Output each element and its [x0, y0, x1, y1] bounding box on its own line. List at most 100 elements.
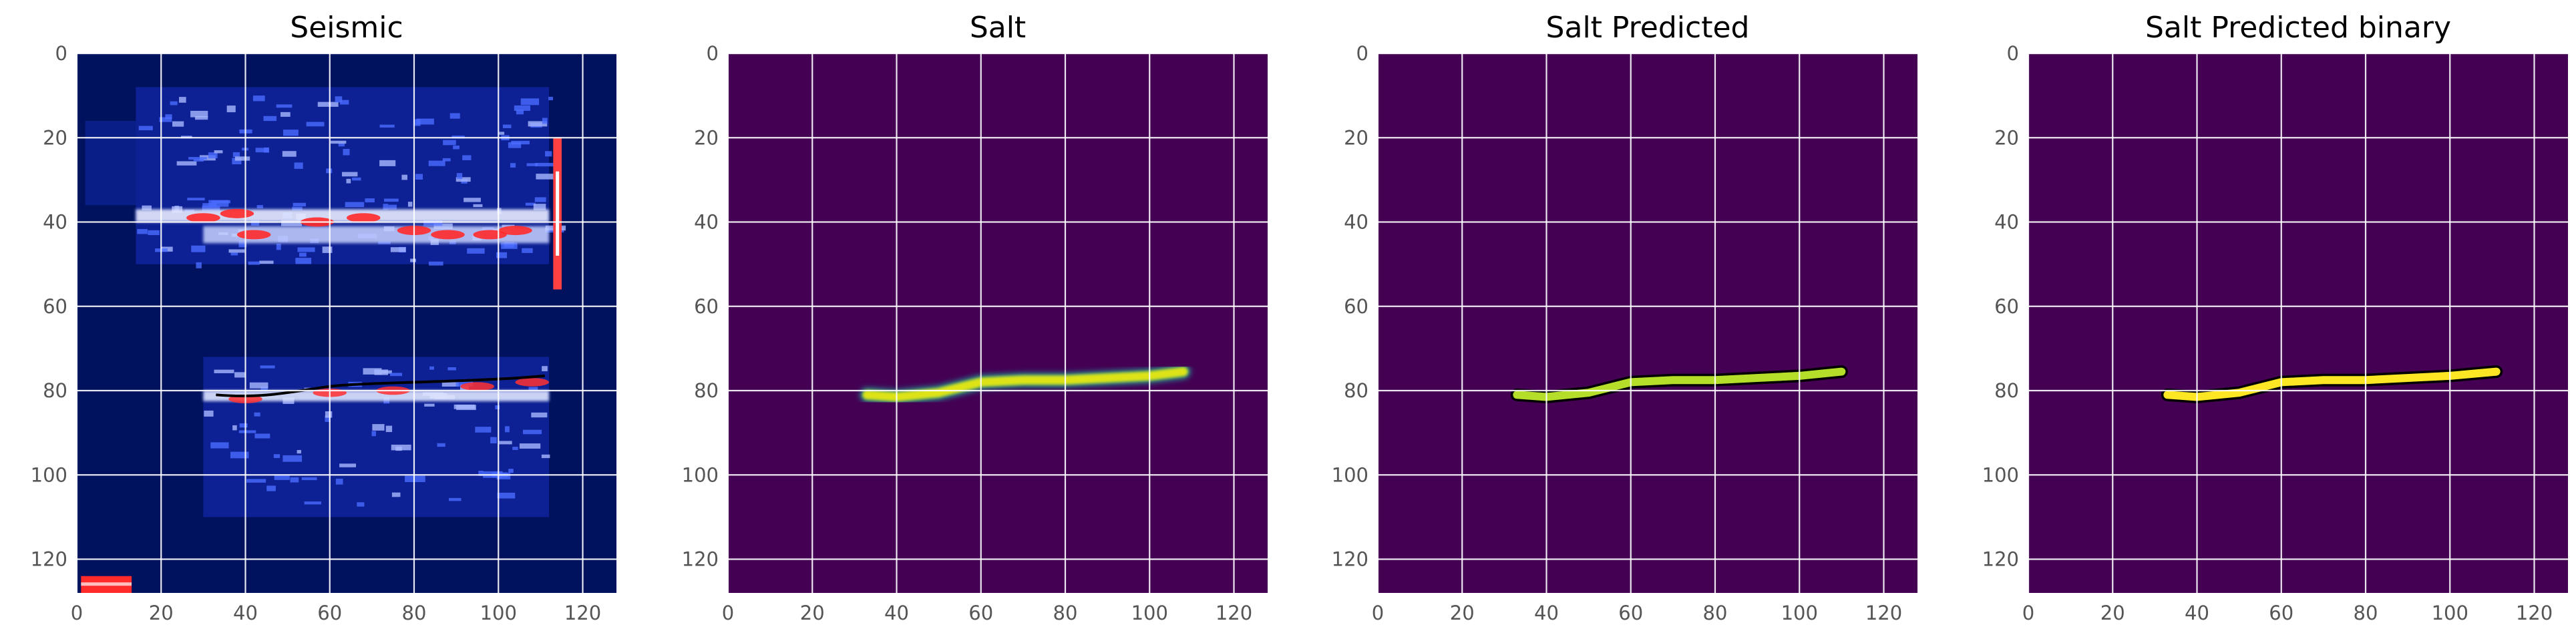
seismic-speckle: [274, 475, 290, 480]
seismic-speckle: [304, 501, 321, 505]
image-area: [1378, 53, 1917, 593]
seismic-speckle: [204, 410, 214, 417]
seismic-speckle: [299, 252, 307, 257]
y-tick-label: 80: [694, 379, 719, 402]
seismic-speckle: [148, 230, 160, 236]
x-tick-label: 60: [2269, 602, 2293, 624]
x-tick-label: 80: [402, 602, 427, 624]
seismic-speckle: [456, 173, 463, 180]
seismic-speckle: [512, 447, 518, 450]
y-tick-label: 60: [1344, 295, 1368, 318]
seismic-speckle: [424, 403, 435, 407]
seismic-speckle: [510, 163, 516, 168]
seismic-speckle: [339, 463, 357, 467]
seismic-speckle: [453, 404, 475, 409]
seismic-speckle: [352, 177, 361, 181]
seismic-speckle: [259, 260, 274, 264]
seismic-speckle: [385, 425, 393, 433]
seismic-speckle: [448, 497, 462, 501]
seismic-speckle: [176, 161, 197, 166]
seismic-speckle: [273, 454, 281, 458]
seismic-speckle: [254, 433, 270, 439]
seismic-noise-region: [85, 121, 136, 206]
seismic-speckle: [542, 118, 548, 124]
seismic-speckle: [447, 367, 456, 371]
panel-salt-predicted-binary: Salt Predicted binary 0 20 40 60 80 100 120 0 20 4…: [1982, 11, 2568, 624]
seismic-speckle: [208, 200, 229, 207]
seismic-speckle: [514, 105, 531, 111]
seismic-speckle: [297, 449, 301, 454]
panel-title: Salt Predicted: [1546, 11, 1750, 45]
y-tick-label: 0: [707, 42, 719, 65]
panel-title: Salt: [970, 11, 1026, 45]
y-tick-label: 0: [55, 42, 67, 65]
seismic-speckle: [238, 240, 247, 248]
seismic-speckle: [196, 262, 202, 268]
seismic-speckle: [388, 204, 397, 210]
seismic-speckle: [499, 441, 512, 445]
image-background: [1378, 53, 1917, 593]
x-tick-label: 0: [1372, 602, 1384, 624]
seismic-speckle: [391, 444, 411, 451]
y-tick-label: 40: [43, 211, 67, 234]
x-tick-label: 40: [884, 602, 909, 624]
seismic-speckle: [499, 132, 505, 135]
seismic-speckle: [211, 200, 230, 204]
seismic-speckle: [281, 112, 291, 117]
y-tick-label: 120: [682, 548, 719, 571]
seismic-speckle: [449, 113, 460, 119]
seismic-speckle: [142, 205, 152, 210]
seismic-speckle: [410, 258, 416, 262]
seismic-speckle: [371, 431, 376, 437]
seismic-speckle: [325, 415, 331, 422]
seismic-speckle: [520, 98, 540, 105]
seismic-speckle: [290, 477, 299, 483]
panel-title: Salt Predicted binary: [2145, 11, 2451, 45]
seismic-speckle: [170, 101, 178, 105]
seismic-speckle: [234, 156, 250, 161]
seismic-speckle: [473, 204, 483, 208]
seismic-speckle: [254, 412, 260, 417]
seismic-peak: [220, 208, 254, 218]
x-tick-label: 40: [233, 602, 258, 624]
x-tick-label: 100: [1131, 602, 1168, 624]
seismic-speckle: [405, 475, 425, 483]
seismic-speckle: [508, 142, 522, 148]
seismic-speckle: [249, 382, 268, 389]
x-tick-label: 20: [1450, 602, 1475, 624]
seismic-speckle: [511, 140, 530, 145]
seismic-speckle: [441, 382, 459, 387]
seismic-speckle: [214, 150, 223, 154]
seismic-speckle: [165, 114, 172, 120]
y-tick-label: 100: [31, 463, 67, 486]
seismic-speckle: [407, 202, 413, 207]
seismic-speckle: [522, 248, 533, 253]
seismic-speckle: [179, 97, 186, 103]
y-tick-label: 80: [1344, 379, 1368, 402]
seismic-speckle: [238, 430, 256, 433]
seismic-speckle: [455, 177, 471, 182]
x-tick-label: 0: [2022, 602, 2034, 624]
x-tick-label: 100: [1781, 602, 1818, 624]
x-tick-label: 60: [317, 602, 342, 624]
y-tick-label: 20: [1994, 126, 2019, 149]
panel-salt: Salt 0 20 40 60 80 100 120 0 20 40 60 80 100 120: [682, 11, 1268, 624]
seismic-speckle: [263, 116, 277, 122]
seismic-speckle: [542, 366, 548, 372]
seismic-speckle: [495, 405, 500, 409]
x-tick-label: 60: [1618, 602, 1643, 624]
seismic-speckle: [496, 252, 508, 258]
seismic-speckle: [379, 160, 396, 166]
y-tick-label: 20: [1344, 126, 1368, 149]
seismic-speckle: [536, 174, 555, 180]
seismic-speckle: [230, 252, 238, 256]
seismic-speckle: [384, 198, 399, 202]
seismic-speckle: [534, 162, 555, 167]
seismic-speckle: [335, 478, 343, 485]
seismic-speckle: [526, 163, 538, 166]
x-tick-label: 120: [564, 602, 601, 624]
seismic-speckle: [317, 101, 339, 107]
seismic-speckle: [508, 469, 514, 473]
seismic-speckle: [230, 451, 249, 459]
